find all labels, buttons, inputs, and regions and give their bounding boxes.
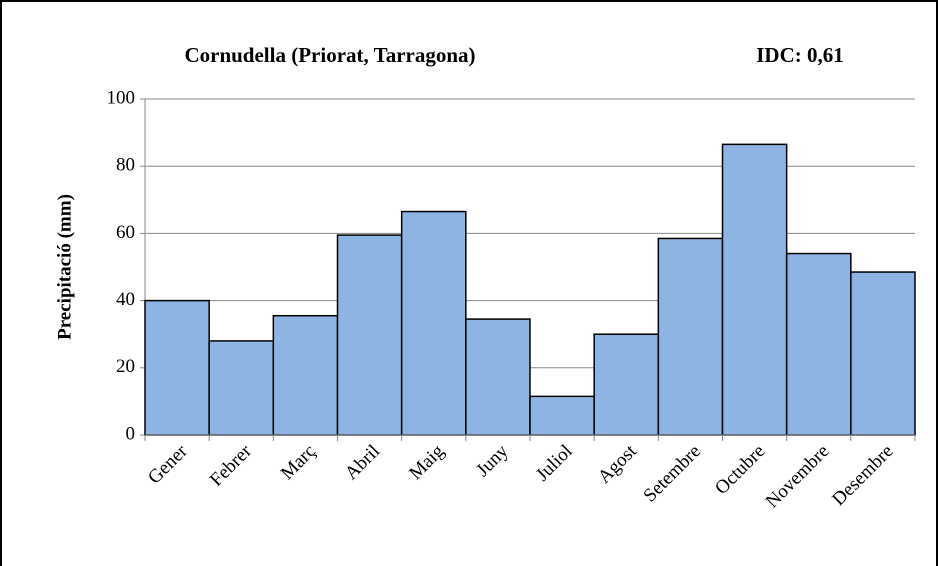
bar <box>529 395 595 436</box>
y-tick-label: 60 <box>116 222 135 243</box>
bar <box>208 340 275 436</box>
y-tick-label: 80 <box>116 155 135 176</box>
chart-title: Cornudella (Priorat, Tarragona) <box>184 43 475 67</box>
annotation: IDC: 0,61 <box>756 43 844 67</box>
y-tick-label: 0 <box>126 423 136 444</box>
bar <box>144 299 210 436</box>
y-tick-label: 20 <box>116 356 135 377</box>
bar <box>272 314 339 436</box>
bar <box>465 318 531 436</box>
y-tick-label: 40 <box>116 289 135 310</box>
bar <box>336 234 403 436</box>
bar <box>400 210 467 436</box>
bar <box>657 237 724 436</box>
bar <box>721 143 788 436</box>
y-tick-label: 100 <box>107 87 136 108</box>
bar <box>850 271 916 436</box>
bar <box>785 252 852 436</box>
bar <box>593 333 660 436</box>
y-axis-label: Precipitació (mm) <box>54 194 75 340</box>
